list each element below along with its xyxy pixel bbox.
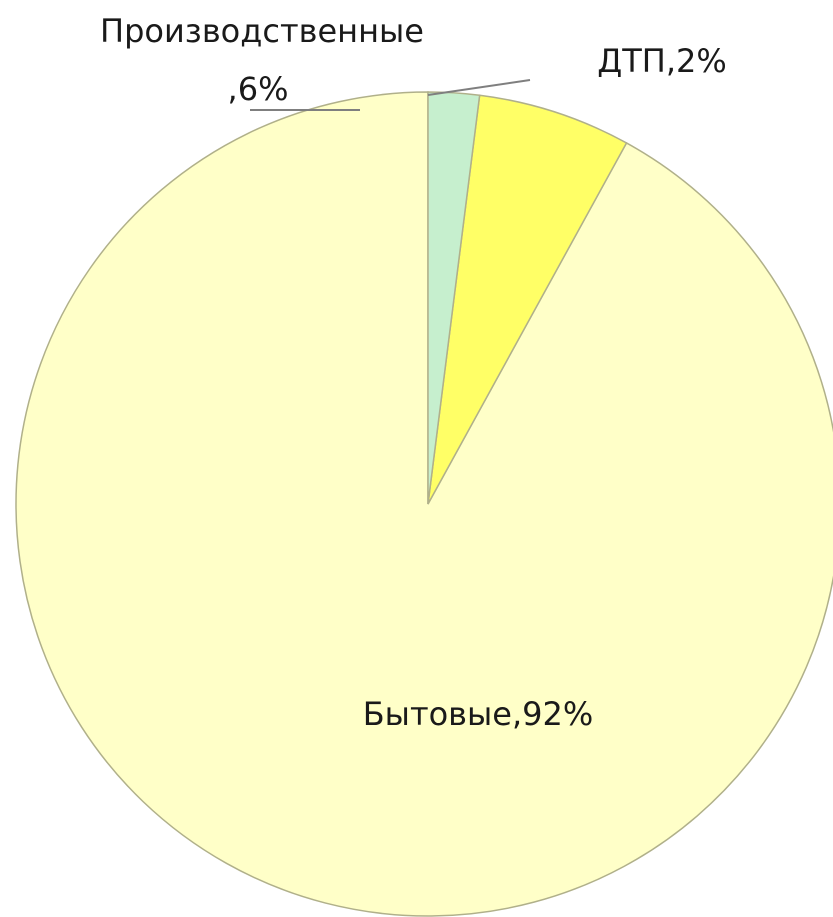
pie-slice-2 xyxy=(427,91,481,505)
leader-line-dtp xyxy=(427,79,531,96)
data-labels: Бытовые,92% Производственные ,6% ДТП,2% xyxy=(100,12,727,733)
pie-slice-0 xyxy=(15,91,833,917)
data-label-production-line1: Производственные xyxy=(100,12,424,50)
pie-slices xyxy=(15,91,833,917)
pie-slice-1 xyxy=(427,94,628,505)
data-label-production-line2: ,6% xyxy=(228,70,289,108)
data-label-household: Бытовые,92% xyxy=(363,695,594,733)
leader-lines xyxy=(250,79,531,111)
data-label-dtp: ДТП,2% xyxy=(597,42,727,80)
